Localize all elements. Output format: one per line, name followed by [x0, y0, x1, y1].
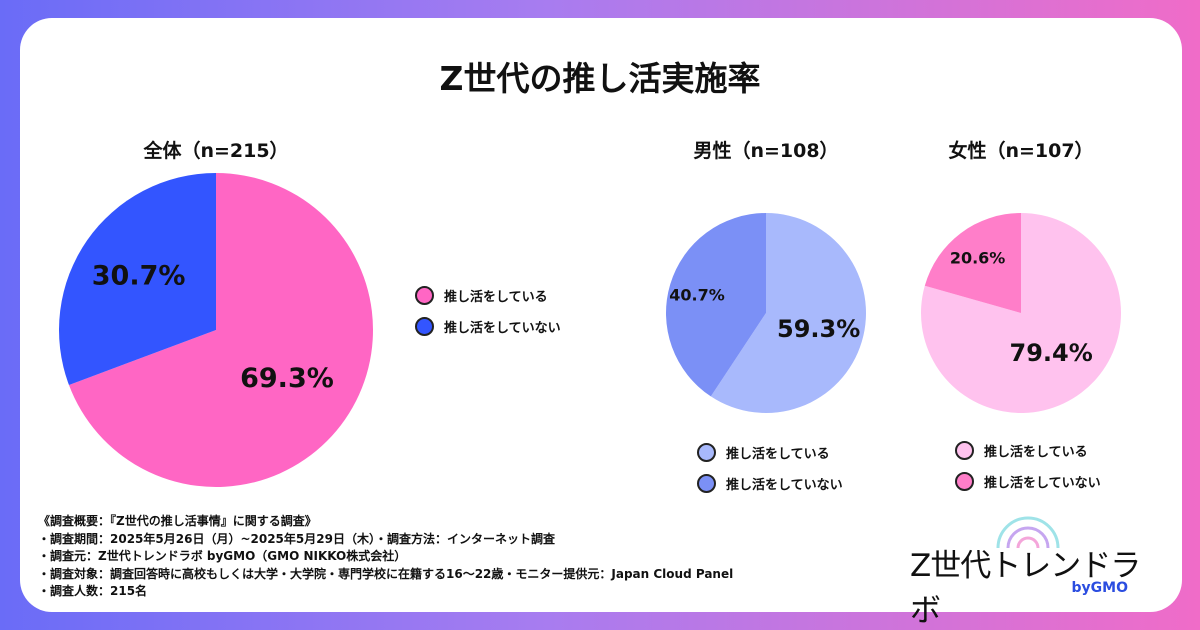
note-line: 《調査概要：『Z世代の推し活事情』に関する調査》: [38, 514, 317, 528]
chart-title-male: 男性（n=108）: [693, 140, 839, 162]
logo-text: Z世代トレンドラボ: [910, 548, 1141, 629]
legend-label: 推し活をしていない: [984, 475, 1101, 491]
legend-swatch: [697, 473, 716, 493]
legend-item: 推し活をしている: [415, 284, 548, 306]
note-line: ・調査元：Z世代トレンドラボ byGMO（GMO NIKKO株式会社）: [38, 549, 407, 563]
legend-swatch: [415, 316, 434, 336]
legend-swatch: [955, 471, 974, 491]
legend-swatch: [955, 440, 974, 460]
chart-title-all: 全体（n=215）: [143, 140, 289, 162]
chart-title-female: 女性（n=107）: [948, 140, 1094, 162]
legend-label: 推し活をしている: [984, 444, 1088, 460]
legend-label: 推し活をしていない: [726, 477, 843, 493]
pie-slice: [59, 173, 216, 386]
legend-swatch: [415, 285, 434, 305]
legend-label: 推し活をしていない: [444, 320, 561, 336]
signal-icon: [996, 516, 1060, 549]
pie-slice: [924, 213, 1021, 313]
data-label: 59.3%: [777, 315, 860, 343]
data-label: 20.6%: [950, 249, 1006, 268]
legend-item: 推し活をしている: [697, 441, 830, 463]
pie-slice: [666, 213, 766, 397]
data-label: 30.7%: [92, 260, 186, 291]
data-label: 40.7%: [669, 285, 725, 304]
pie-slice: [68, 173, 373, 487]
logo-by-gmo: byGMO: [1071, 580, 1128, 596]
legend-label: 推し活をしている: [726, 446, 830, 462]
survey-notes: 《調査概要：『Z世代の推し活事情』に関する調査》 ・調査期間：2025年5月26…: [38, 513, 733, 601]
brand-logo: Z世代トレンドラボ byGMO: [910, 510, 1150, 629]
data-label: 79.4%: [1010, 339, 1093, 367]
pie-slice: [921, 213, 1122, 414]
page-title: Z世代の推し活実施率: [439, 59, 761, 98]
note-line: ・調査期間：2025年5月26日（月）~2025年5月29日（木）・調査方法：イ…: [38, 531, 555, 546]
note-line: ・調査人数：215名: [38, 584, 148, 598]
legend-item: 推し活をしていない: [697, 472, 843, 494]
legend-swatch: [697, 442, 716, 462]
legend-item: 推し活をしている: [955, 439, 1088, 461]
data-label: 69.3%: [240, 363, 334, 394]
legend-item: 推し活をしていない: [415, 315, 561, 337]
pie-slice: [710, 213, 866, 413]
note-line: ・調査対象：調査回答時に高校もしくは大学・大学院・専門学校に在籍する16〜22歳…: [38, 566, 734, 581]
legend-item: 推し活をしていない: [955, 470, 1101, 492]
legend-label: 推し活をしている: [444, 289, 548, 305]
